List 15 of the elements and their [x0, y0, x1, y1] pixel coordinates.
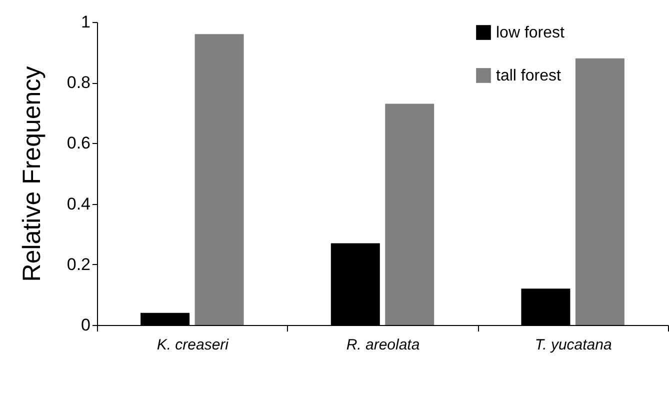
y-tick-label: 0 — [81, 316, 90, 334]
x-tick-label: R. areolata — [346, 336, 420, 354]
y-tick-label: 0.4 — [66, 194, 90, 214]
bar — [385, 104, 434, 325]
y-tick-label: 0.8 — [66, 73, 90, 92]
y-axis-title: Relative Frequency — [18, 66, 46, 282]
y-tick-label: 0.2 — [66, 254, 90, 274]
x-tick-label: K. creaseri — [156, 336, 230, 354]
bar — [575, 58, 624, 325]
y-tick-label: 0.6 — [66, 134, 90, 153]
x-tick-label: T. yucatana — [534, 336, 612, 354]
legend-label: low forest — [496, 24, 566, 42]
y-tick-label: 1 — [81, 12, 90, 32]
legend-label: tall forest — [496, 68, 562, 84]
bar — [194, 34, 244, 325]
